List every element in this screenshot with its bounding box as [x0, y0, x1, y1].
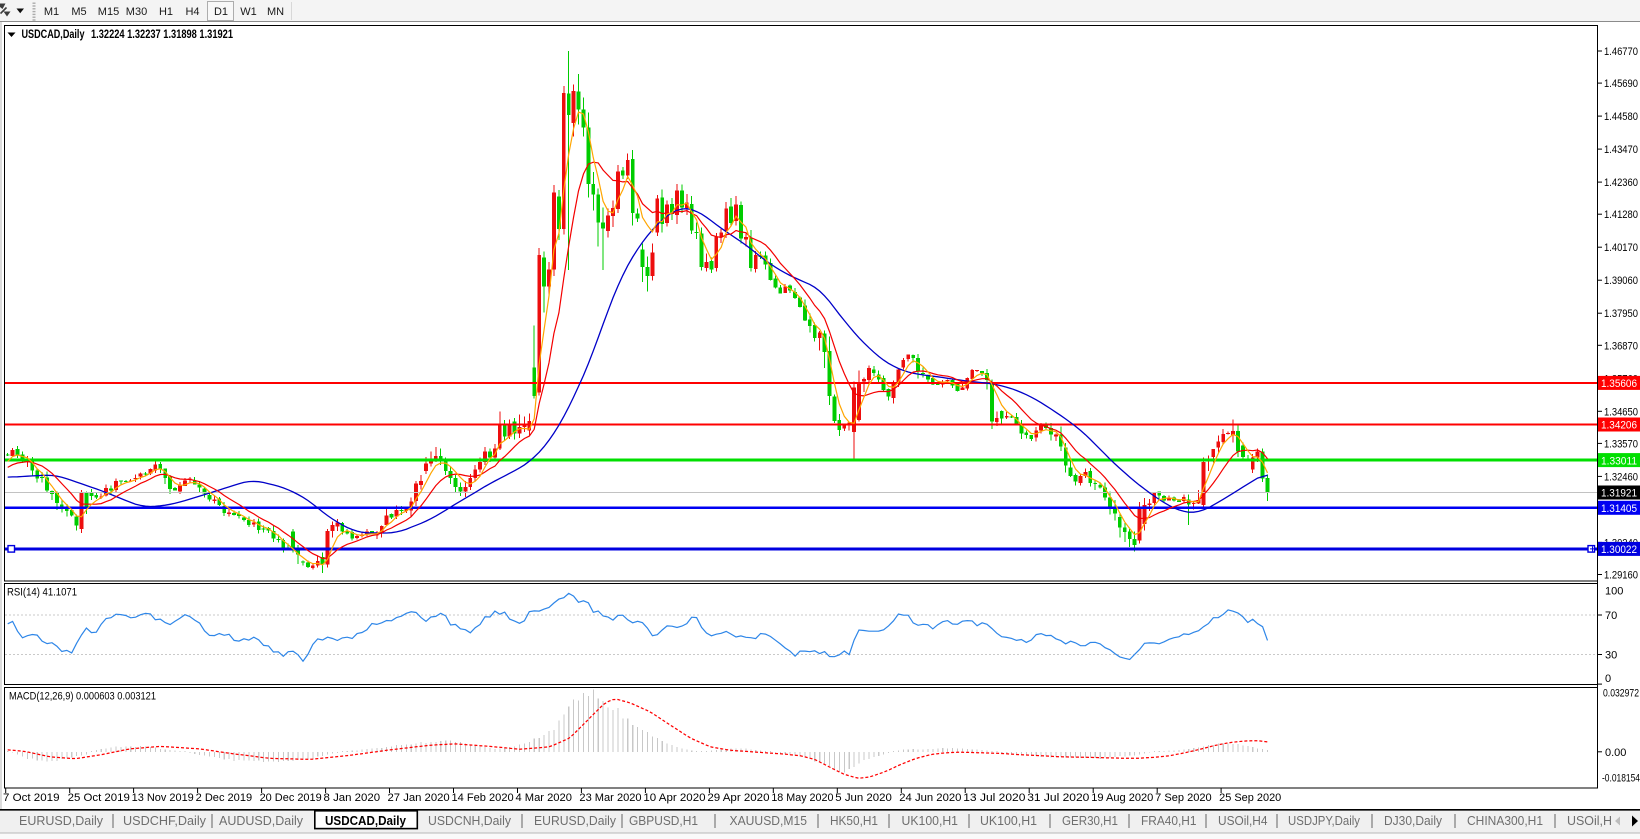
svg-text:RSI(14) 41.1071: RSI(14) 41.1071	[7, 587, 77, 599]
svg-text:1.31405: 1.31405	[1601, 503, 1637, 515]
svg-text:14 Feb 2020: 14 Feb 2020	[451, 792, 513, 804]
svg-text:M30: M30	[126, 6, 147, 18]
svg-text:7 Sep 2020: 7 Sep 2020	[1155, 792, 1212, 804]
svg-text:MACD(12,26,9) 0.000603 0.00312: MACD(12,26,9) 0.000603 0.003121	[9, 691, 156, 703]
svg-text:1.44580: 1.44580	[1604, 111, 1638, 123]
svg-text:USOil,H4: USOil,H4	[1218, 813, 1268, 828]
svg-text:DJ30,Daily: DJ30,Daily	[1384, 813, 1442, 828]
svg-text:1.39060: 1.39060	[1604, 275, 1638, 287]
svg-text:27 Jan 2020: 27 Jan 2020	[388, 792, 450, 804]
svg-text:USDJPY,Daily: USDJPY,Daily	[1288, 813, 1360, 828]
svg-text:HK50,H1: HK50,H1	[830, 813, 878, 828]
svg-text:1.34206: 1.34206	[1601, 420, 1637, 432]
svg-text:1.36870: 1.36870	[1604, 340, 1638, 352]
svg-text:5 Jun 2020: 5 Jun 2020	[835, 792, 892, 804]
svg-text:MN: MN	[267, 6, 284, 18]
svg-text:H4: H4	[185, 6, 199, 18]
svg-text:1.32460: 1.32460	[1604, 471, 1638, 483]
svg-text:1.37950: 1.37950	[1604, 308, 1638, 320]
svg-text:1.31921: 1.31921	[1601, 488, 1637, 500]
svg-text:D1: D1	[214, 6, 228, 18]
svg-text:30: 30	[1605, 649, 1617, 661]
svg-text:10 Apr 2020: 10 Apr 2020	[643, 792, 705, 804]
svg-text:31 Jul 2020: 31 Jul 2020	[1027, 792, 1089, 804]
svg-text:8 Jan 2020: 8 Jan 2020	[324, 792, 381, 804]
svg-text:FRA40,H1: FRA40,H1	[1141, 813, 1197, 828]
svg-text:EURUSD,Daily: EURUSD,Daily	[534, 813, 616, 828]
svg-text:CHINA300,H1: CHINA300,H1	[1467, 813, 1543, 828]
svg-text:UK100,H1: UK100,H1	[980, 813, 1037, 828]
svg-text:EURUSD,Daily: EURUSD,Daily	[19, 813, 103, 828]
svg-text:25 Oct 2019: 25 Oct 2019	[68, 792, 130, 804]
svg-text:H1: H1	[159, 6, 173, 18]
svg-text:USOil,H: USOil,H	[1567, 813, 1612, 828]
svg-text:USDCAD,Daily: USDCAD,Daily	[325, 813, 407, 828]
svg-text:W1: W1	[240, 6, 257, 18]
svg-text:23 Mar 2020: 23 Mar 2020	[579, 792, 641, 804]
svg-text:1.41280: 1.41280	[1604, 209, 1638, 221]
svg-text:1.42360: 1.42360	[1604, 177, 1638, 189]
svg-text:29 Apr 2020: 29 Apr 2020	[707, 792, 769, 804]
svg-text:GER30,H1: GER30,H1	[1062, 813, 1118, 828]
svg-text:13 Jul 2020: 13 Jul 2020	[963, 792, 1025, 804]
svg-text:13 Nov 2019: 13 Nov 2019	[132, 792, 194, 804]
svg-text:1.33570: 1.33570	[1604, 438, 1638, 450]
svg-text:-0.018154: -0.018154	[1602, 773, 1640, 785]
svg-text:M15: M15	[98, 6, 119, 18]
svg-text:2 Dec 2019: 2 Dec 2019	[196, 792, 253, 804]
svg-text:AUDUSD,Daily: AUDUSD,Daily	[219, 813, 303, 828]
svg-text:XAUUSD,M15: XAUUSD,M15	[730, 813, 808, 828]
svg-text:UK100,H1: UK100,H1	[902, 813, 959, 828]
svg-text:25 Sep 2020: 25 Sep 2020	[1219, 792, 1281, 804]
svg-text:1.46770: 1.46770	[1604, 46, 1638, 58]
svg-text:M1: M1	[44, 6, 59, 18]
svg-text:M5: M5	[71, 6, 86, 18]
svg-text:1.45690: 1.45690	[1604, 78, 1638, 90]
svg-text:19 Aug 2020: 19 Aug 2020	[1091, 792, 1153, 804]
svg-text:0.00: 0.00	[1605, 747, 1626, 759]
svg-text:4 Mar 2020: 4 Mar 2020	[515, 792, 572, 804]
svg-text:1.32224 1.32237 1.31898 1.3192: 1.32224 1.32237 1.31898 1.31921	[91, 29, 233, 41]
svg-text:0: 0	[1605, 673, 1611, 685]
svg-text:1.40170: 1.40170	[1604, 242, 1638, 254]
svg-text:0.032972: 0.032972	[1603, 688, 1639, 700]
svg-text:70: 70	[1605, 610, 1617, 622]
svg-text:1.30022: 1.30022	[1601, 544, 1637, 556]
svg-text:1.43470: 1.43470	[1604, 144, 1638, 156]
svg-text:USDCNH,Daily: USDCNH,Daily	[428, 813, 511, 828]
svg-text:GBPUSD,H1: GBPUSD,H1	[629, 813, 698, 828]
svg-text:100: 100	[1605, 586, 1623, 598]
svg-text:1.29160: 1.29160	[1604, 570, 1638, 582]
svg-text:1.35606: 1.35606	[1601, 378, 1637, 390]
svg-text:24 Jun 2020: 24 Jun 2020	[899, 792, 961, 804]
svg-text:20 Dec 2019: 20 Dec 2019	[260, 792, 322, 804]
svg-text:USDCAD,Daily: USDCAD,Daily	[22, 29, 85, 41]
svg-text:1.34650: 1.34650	[1604, 406, 1638, 418]
svg-text:1.33011: 1.33011	[1601, 455, 1637, 467]
svg-text:USDCHF,Daily: USDCHF,Daily	[123, 813, 206, 828]
svg-text:7 Oct 2019: 7 Oct 2019	[3, 792, 60, 804]
svg-text:18 May 2020: 18 May 2020	[771, 792, 833, 804]
